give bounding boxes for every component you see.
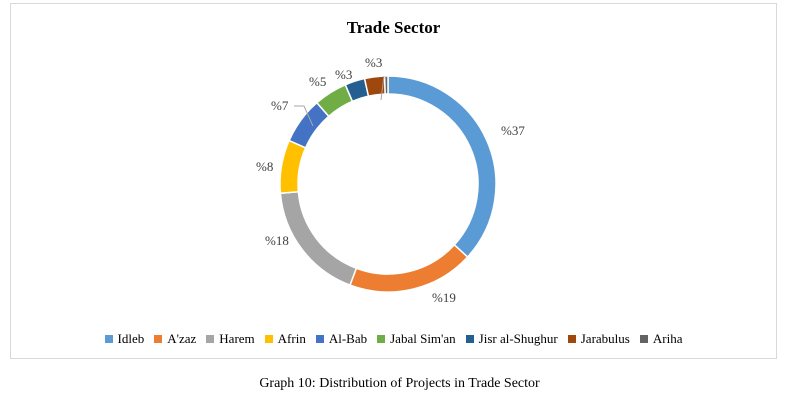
legend-swatch <box>639 335 648 343</box>
legend-label: Ariha <box>652 331 683 346</box>
chart-area: Trade Sector %37 %19 %18 %8 %7 %5 %3 %3 Idleb A'… <box>10 3 777 359</box>
legend-item: Jisr al-Shughur <box>465 331 558 347</box>
legend-item: Jabal Sim'an <box>377 331 456 347</box>
legend-swatch <box>206 335 215 343</box>
data-label-al-bab: %7 <box>271 98 289 113</box>
data-label-idleb: %37 <box>501 123 525 138</box>
legend-label: Harem <box>219 331 255 346</box>
legend-item: Afrin <box>264 331 306 347</box>
legend-label: A'zaz <box>167 331 197 346</box>
legend-swatch <box>264 335 273 343</box>
legend-label: Jarabulus <box>580 331 630 346</box>
data-label-afrin: %8 <box>256 159 273 174</box>
legend-swatch <box>154 335 163 343</box>
chart-title: Trade Sector <box>346 18 441 37</box>
legend-item: Al-Bab <box>315 331 368 347</box>
legend-swatch <box>377 335 386 343</box>
donut-slices <box>279 75 497 293</box>
slice-a-zaz <box>349 243 469 293</box>
slice-ariha <box>383 75 389 95</box>
legend-item: Idleb <box>104 331 145 347</box>
legend-swatch <box>104 335 113 343</box>
chart-legend: Idleb A'zaz Harem Afrin Al-Bab Jabal Sim'an Ji… <box>11 331 776 347</box>
legend-label: Jisr al-Shughur <box>478 331 558 346</box>
slice-labels: %37 %19 %18 %8 %7 %5 %3 %3 <box>256 55 525 305</box>
legend-label: Al-Bab <box>328 331 368 346</box>
legend-label: Afrin <box>277 331 306 346</box>
legend-swatch <box>567 335 576 343</box>
legend-label: Idleb <box>117 331 145 346</box>
leader-line <box>294 105 314 127</box>
legend-swatch <box>465 335 474 343</box>
data-label-jabal-sim-an: %5 <box>309 74 326 89</box>
slice-harem <box>279 190 358 287</box>
donut-chart: %37 %19 %18 %8 %7 %5 %3 %3 <box>256 55 525 305</box>
legend-item: Jarabulus <box>567 331 630 347</box>
data-label-jarabulus: %3 <box>365 55 382 70</box>
legend-item: A'zaz <box>154 331 196 347</box>
leader-line <box>380 75 385 101</box>
slice-idleb <box>387 75 497 259</box>
data-label-jisr-al-shughur: %3 <box>335 67 352 82</box>
legend-item: Harem <box>206 331 255 347</box>
figure-caption: Graph 10: Distribution of Projects in Tr… <box>259 376 540 391</box>
slice-afrin <box>279 139 307 195</box>
legend-label: Jabal Sim'an <box>390 331 456 346</box>
data-label-harem: %18 <box>265 233 289 248</box>
legend-swatch <box>315 335 324 343</box>
legend-item: Ariha <box>639 331 683 347</box>
data-label-a-zaz: %19 <box>432 290 456 305</box>
